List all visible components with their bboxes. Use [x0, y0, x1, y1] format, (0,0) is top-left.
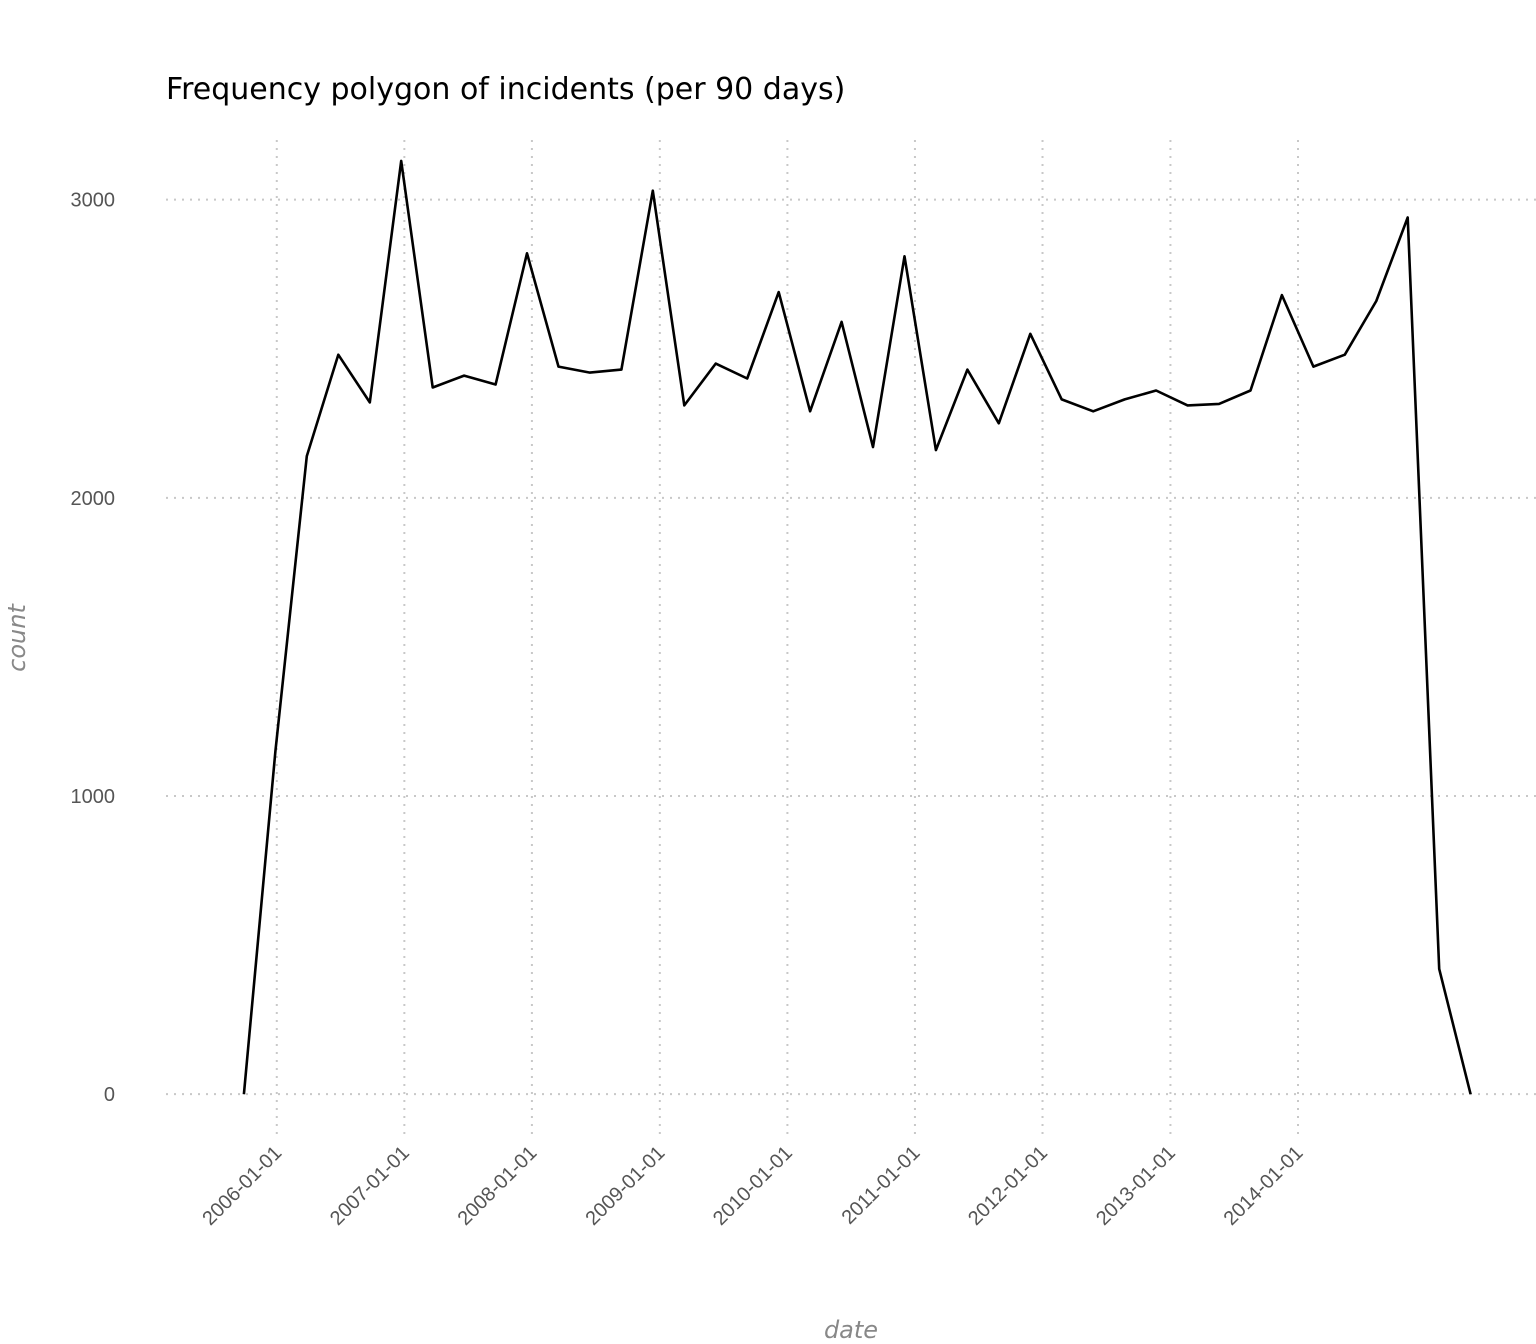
x-tick-label: 2011-01-01 [838, 1142, 925, 1229]
x-tick-label: 2012-01-01 [964, 1142, 1052, 1230]
x-tick-label: 2007-01-01 [326, 1142, 414, 1230]
grid [166, 140, 1536, 1134]
x-tick-label: 2008-01-01 [454, 1142, 542, 1230]
x-tick-label: 2010-01-01 [709, 1142, 797, 1230]
x-axis-title: date [824, 1316, 878, 1344]
x-tick-label: 2006-01-01 [198, 1142, 286, 1230]
series-line [242, 159, 1472, 1095]
y-tick-label: 3000 [71, 190, 116, 212]
series-layer [242, 159, 1472, 1095]
x-tick-label: 2014-01-01 [1220, 1142, 1308, 1230]
x-axis-ticks: 2006-01-01 2007-01-01 2008-01-01 2009-01-01… [198, 1142, 1307, 1230]
chart-title: Frequency polygon of incidents (per 90 d… [166, 72, 845, 107]
y-axis-title: count [3, 603, 31, 672]
x-tick-label: 2013-01-01 [1092, 1142, 1180, 1230]
y-axis-ticks: 0 1000 2000 3000 [71, 190, 116, 1107]
y-tick-label: 0 [104, 1084, 115, 1106]
y-tick-label: 2000 [71, 488, 116, 510]
y-tick-label: 1000 [71, 786, 116, 808]
x-tick-label: 2009-01-01 [581, 1142, 669, 1230]
